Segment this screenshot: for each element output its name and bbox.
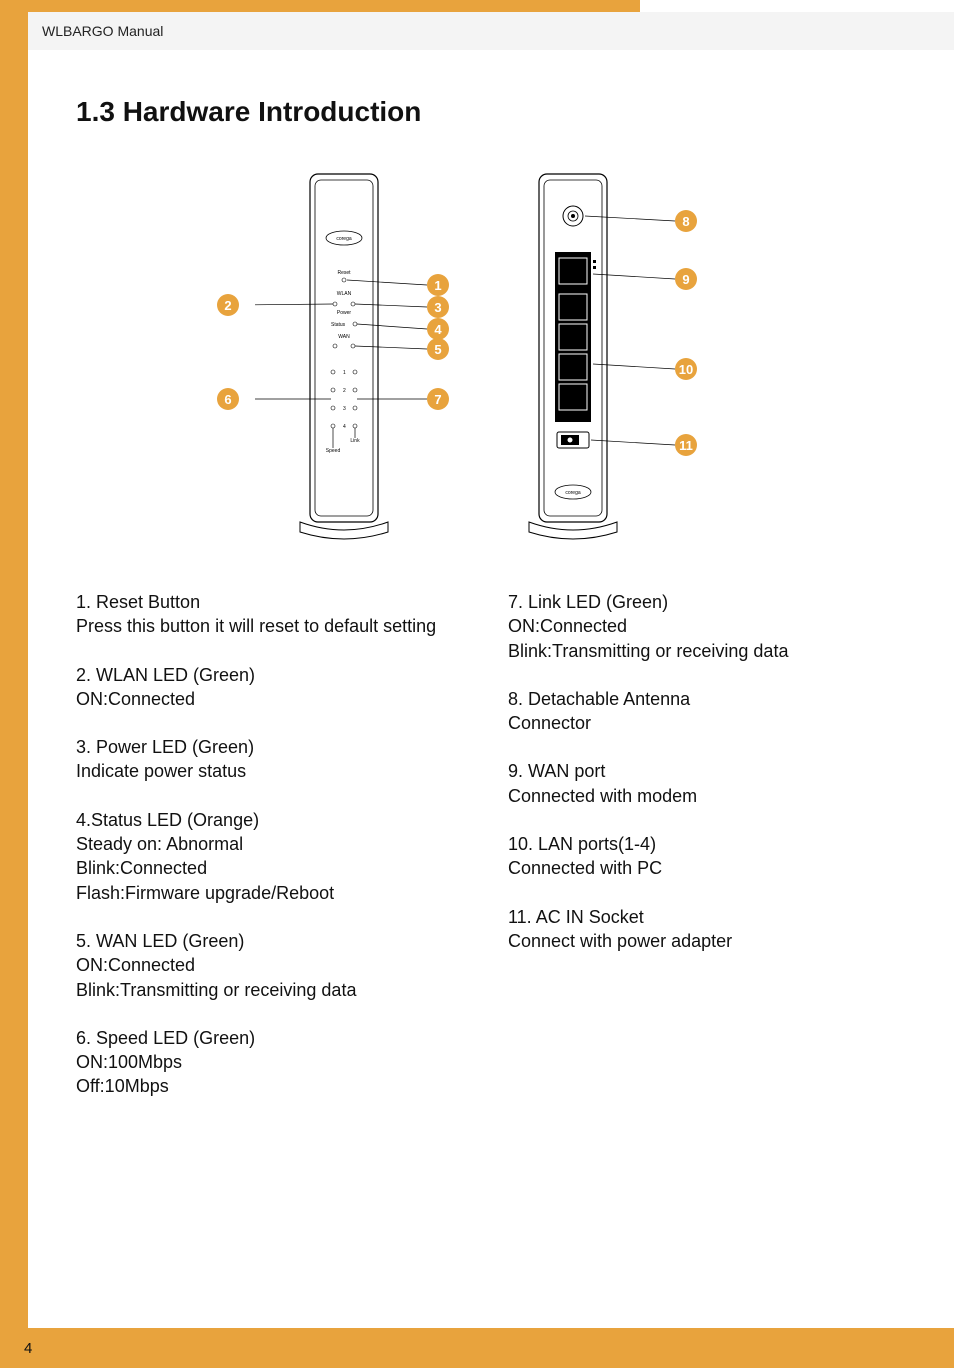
desc-item: 8. Detachable AntennaConnector — [508, 687, 894, 736]
desc-line: ON:Connected — [508, 614, 894, 638]
desc-title: 6. Speed LED (Green) — [76, 1026, 462, 1050]
desc-line: Connected with modem — [508, 784, 894, 808]
callout-badge-11: 11 — [675, 434, 697, 456]
desc-line: Blink:Connected — [76, 856, 462, 880]
callout-badge-7: 7 — [427, 388, 449, 410]
desc-title: 10. LAN ports(1-4) — [508, 832, 894, 856]
desc-title: 7. Link LED (Green) — [508, 590, 894, 614]
callout-badge-10: 10 — [675, 358, 697, 380]
callout-badge-3: 3 — [427, 296, 449, 318]
desc-line: Connect with power adapter — [508, 929, 894, 953]
desc-title: 11. AC IN Socket — [508, 905, 894, 929]
svg-text:corega: corega — [336, 236, 352, 242]
desc-item: 9. WAN portConnected with modem — [508, 759, 894, 808]
callout-badge-5: 5 — [427, 338, 449, 360]
desc-item: 1. Reset ButtonPress this button it will… — [76, 590, 462, 639]
desc-line: Connected with PC — [508, 856, 894, 880]
svg-text:Link: Link — [350, 438, 360, 444]
footer-bar: 4 — [0, 1328, 954, 1368]
svg-text:4: 4 — [343, 424, 346, 430]
svg-text:2: 2 — [343, 388, 346, 394]
desc-item: 5. WAN LED (Green)ON:ConnectedBlink:Tran… — [76, 929, 462, 1002]
desc-title: 9. WAN port — [508, 759, 894, 783]
diagram-area: corega Reset WLAN Power Status WAN 1 2 3 — [76, 166, 894, 546]
callout-badge-9: 9 — [675, 268, 697, 290]
desc-line: ON:Connected — [76, 953, 462, 977]
left-column: 1. Reset ButtonPress this button it will… — [76, 590, 462, 1123]
side-accent-bar — [0, 12, 28, 1330]
desc-title: 1. Reset Button — [76, 590, 462, 614]
desc-title: 4.Status LED (Orange) — [76, 808, 462, 832]
desc-line: Indicate power status — [76, 759, 462, 783]
device-back: corega 8 9 10 11 — [515, 166, 715, 546]
desc-line: Steady on: Abnormal — [76, 832, 462, 856]
page-content: 1.3 Hardware Introduction corega Reset W… — [76, 96, 894, 1123]
desc-title: 2. WLAN LED (Green) — [76, 663, 462, 687]
desc-line: Flash:Firmware upgrade/Reboot — [76, 881, 462, 905]
desc-line: Blink:Transmitting or receiving data — [76, 978, 462, 1002]
description-columns: 1. Reset ButtonPress this button it will… — [76, 590, 894, 1123]
manual-title: WLBARGO Manual — [42, 23, 163, 39]
desc-title: 5. WAN LED (Green) — [76, 929, 462, 953]
callout-badge-2: 2 — [217, 294, 239, 316]
callout-badge-8: 8 — [675, 210, 697, 232]
svg-text:Power: Power — [337, 310, 352, 316]
callout-badge-4: 4 — [427, 318, 449, 340]
page-number: 4 — [24, 1340, 32, 1357]
callout-badge-1: 1 — [427, 274, 449, 296]
top-accent-bar — [0, 0, 640, 12]
section-title: 1.3 Hardware Introduction — [76, 96, 894, 128]
desc-item: 6. Speed LED (Green)ON:100MbpsOff:10Mbps — [76, 1026, 462, 1099]
desc-line: Off:10Mbps — [76, 1074, 462, 1098]
svg-text:WLAN: WLAN — [337, 291, 352, 297]
device-front: corega Reset WLAN Power Status WAN 1 2 3 — [255, 166, 455, 546]
svg-text:3: 3 — [343, 406, 346, 412]
desc-item: 2. WLAN LED (Green)ON:Connected — [76, 663, 462, 712]
header-band: WLBARGO Manual — [0, 12, 954, 50]
device-front-svg: corega Reset WLAN Power Status WAN 1 2 3 — [255, 166, 455, 546]
svg-text:Speed: Speed — [326, 448, 341, 454]
desc-line: ON:100Mbps — [76, 1050, 462, 1074]
svg-text:Status: Status — [331, 322, 346, 328]
desc-item: 4.Status LED (Orange)Steady on: Abnormal… — [76, 808, 462, 905]
desc-item: 10. LAN ports(1-4)Connected with PC — [508, 832, 894, 881]
desc-title: 3. Power LED (Green) — [76, 735, 462, 759]
svg-text:Reset: Reset — [337, 270, 351, 276]
svg-text:1: 1 — [343, 370, 346, 376]
desc-line: ON:Connected — [76, 687, 462, 711]
desc-item: 3. Power LED (Green)Indicate power statu… — [76, 735, 462, 784]
desc-title: 8. Detachable Antenna — [508, 687, 894, 711]
desc-line: Blink:Transmitting or receiving data — [508, 639, 894, 663]
right-column: 7. Link LED (Green)ON:ConnectedBlink:Tra… — [508, 590, 894, 1123]
svg-text:WAN: WAN — [338, 334, 350, 340]
desc-line: Press this button it will reset to defau… — [76, 614, 462, 638]
desc-line: Connector — [508, 711, 894, 735]
callout-badge-6: 6 — [217, 388, 239, 410]
svg-text:corega: corega — [565, 490, 581, 496]
desc-item: 7. Link LED (Green)ON:ConnectedBlink:Tra… — [508, 590, 894, 663]
desc-item: 11. AC IN SocketConnect with power adapt… — [508, 905, 894, 954]
